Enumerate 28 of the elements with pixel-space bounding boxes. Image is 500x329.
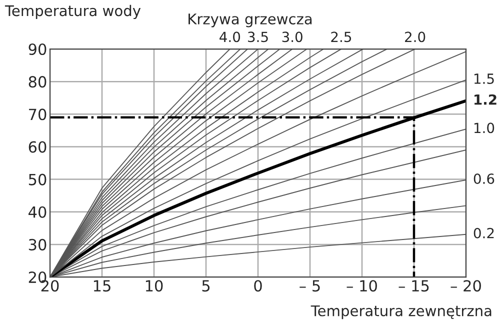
x-tick-label: – 20 <box>450 280 481 292</box>
series-label: 2.0 <box>405 32 426 42</box>
x-tick-label: – 5 <box>300 280 320 292</box>
series-label: 3.0 <box>282 32 302 42</box>
series-label: 1.5 <box>474 74 494 84</box>
y-tick-label: 40 <box>28 206 46 218</box>
text: Krzywa grzewcza <box>188 14 312 28</box>
y-tick-label: 50 <box>28 174 46 186</box>
y-tick-label: 80 <box>28 76 46 88</box>
x-tick-label: 5 <box>202 280 210 292</box>
x-tick-label: 0 <box>254 280 262 292</box>
y-axis-title: Temperatura wody <box>4 4 141 20</box>
series-label: 0.6 <box>474 173 494 184</box>
x-tick-label: – 15 <box>398 280 429 292</box>
series-label: 1.0 <box>474 122 494 134</box>
y-tick-label: 30 <box>28 238 46 250</box>
y-tick-label: 60 <box>28 141 46 153</box>
series-label: 0.2 <box>474 228 494 238</box>
y-tick-label: 70 <box>29 108 46 120</box>
x-tick-label: 10 <box>146 280 163 292</box>
series-label: 4.0 <box>220 32 240 42</box>
series-label: 3.5 <box>248 32 268 42</box>
x-tick-label: – 10 <box>346 280 377 292</box>
y-tick-label: 90 <box>28 43 46 56</box>
series-label: 1.2 <box>474 94 496 105</box>
x-tick-label: 15 <box>94 280 110 292</box>
series-label: 2.5 <box>331 32 352 42</box>
x-axis-title: Temperatura zewnętrzna <box>310 305 492 320</box>
